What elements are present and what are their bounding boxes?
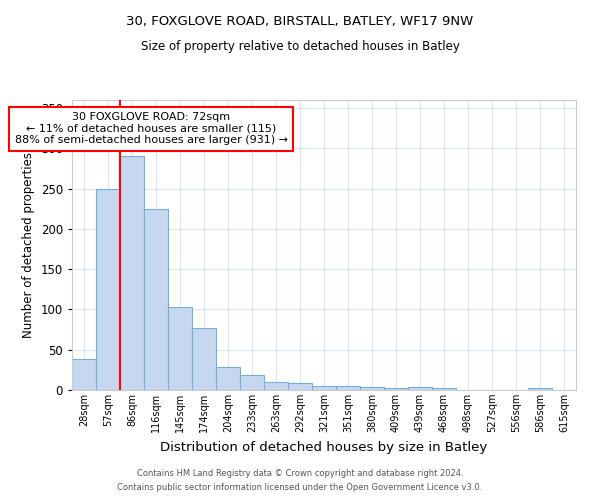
Bar [192, 328, 216, 390]
Text: Size of property relative to detached houses in Batley: Size of property relative to detached ho… [140, 40, 460, 53]
Text: Contains public sector information licensed under the Open Government Licence v3: Contains public sector information licen… [118, 484, 482, 492]
Text: 30, FOXGLOVE ROAD, BIRSTALL, BATLEY, WF17 9NW: 30, FOXGLOVE ROAD, BIRSTALL, BATLEY, WF1… [127, 15, 473, 28]
Bar [96, 188, 120, 390]
Bar [336, 386, 360, 390]
Bar [144, 209, 168, 390]
Bar [240, 374, 264, 390]
Bar [288, 383, 312, 390]
Bar [216, 366, 240, 390]
Bar [72, 360, 96, 390]
Bar [384, 388, 408, 390]
Text: Contains HM Land Registry data © Crown copyright and database right 2024.: Contains HM Land Registry data © Crown c… [137, 468, 463, 477]
Bar [168, 307, 192, 390]
Bar [312, 386, 336, 390]
Text: 30 FOXGLOVE ROAD: 72sqm
← 11% of detached houses are smaller (115)
88% of semi-d: 30 FOXGLOVE ROAD: 72sqm ← 11% of detache… [14, 112, 288, 146]
Bar [408, 387, 432, 390]
Bar [360, 387, 384, 390]
X-axis label: Distribution of detached houses by size in Batley: Distribution of detached houses by size … [160, 440, 488, 454]
Y-axis label: Number of detached properties: Number of detached properties [22, 152, 35, 338]
Bar [120, 156, 144, 390]
Bar [264, 382, 288, 390]
Bar [432, 388, 456, 390]
Bar [528, 388, 552, 390]
